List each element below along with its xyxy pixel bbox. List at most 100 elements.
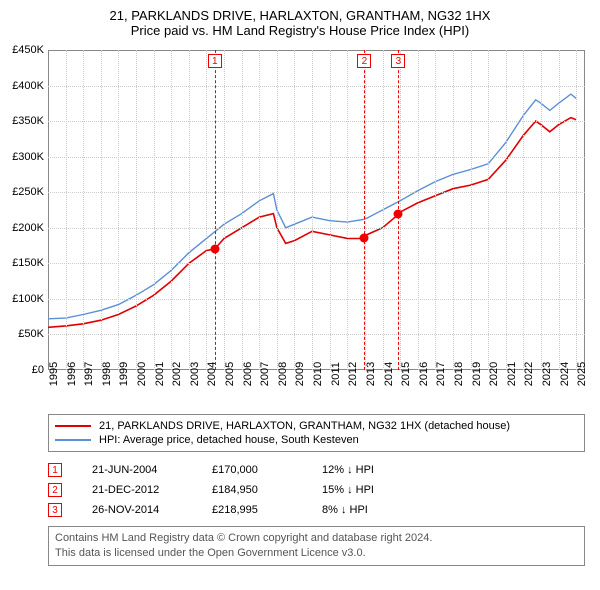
x-axis-label: 2007 — [259, 362, 271, 386]
x-axis-label: 2011 — [330, 362, 342, 386]
gridline-v — [206, 50, 207, 370]
gridline-v — [312, 50, 313, 370]
x-axis-label: 2024 — [559, 362, 571, 386]
gridline-v — [453, 50, 454, 370]
event-line — [364, 50, 365, 370]
title-block: 21, PARKLANDS DRIVE, HARLAXTON, GRANTHAM… — [0, 0, 600, 42]
gridline-v — [259, 50, 260, 370]
y-axis-label: £200K — [12, 222, 44, 234]
event-date-3: 26-NOV-2014 — [92, 504, 212, 516]
gridline-v — [383, 50, 384, 370]
event-date-1: 21-JUN-2004 — [92, 464, 212, 476]
x-axis-label: 2003 — [189, 362, 201, 386]
gridline-v — [488, 50, 489, 370]
y-axis-label: £150K — [12, 257, 44, 269]
legend-swatch-property — [55, 425, 91, 427]
event-date-2: 21-DEC-2012 — [92, 484, 212, 496]
y-axis-label: £50K — [18, 328, 44, 340]
gridline-v — [523, 50, 524, 370]
y-axis-label: £350K — [12, 115, 44, 127]
event-marker-3: 3 — [48, 503, 62, 517]
x-axis-label: 2016 — [418, 362, 430, 386]
gridline-v — [101, 50, 102, 370]
chart-container: 21, PARKLANDS DRIVE, HARLAXTON, GRANTHAM… — [0, 0, 600, 590]
gridline-v — [136, 50, 137, 370]
footer-line2: This data is licensed under the Open Gov… — [55, 546, 578, 561]
chart-lines-svg — [48, 50, 585, 370]
gridline-v — [294, 50, 295, 370]
gridline-v — [224, 50, 225, 370]
gridline-h — [48, 157, 585, 158]
x-axis-label: 2009 — [294, 362, 306, 386]
event-row-3: 3 26-NOV-2014 £218,995 8% ↓ HPI — [48, 500, 585, 520]
gridline-v — [541, 50, 542, 370]
event-point-dot — [360, 234, 369, 243]
x-axis-label: 1997 — [83, 362, 95, 386]
gridline-h — [48, 299, 585, 300]
event-row-2: 2 21-DEC-2012 £184,950 15% ↓ HPI — [48, 480, 585, 500]
x-axis-label: 2014 — [383, 362, 395, 386]
gridline-v — [435, 50, 436, 370]
y-axis-label: £100K — [12, 293, 44, 305]
footer-line1: Contains HM Land Registry data © Crown c… — [55, 531, 578, 546]
x-axis-label: 2005 — [224, 362, 236, 386]
events-table: 1 21-JUN-2004 £170,000 12% ↓ HPI 2 21-DE… — [48, 460, 585, 520]
gridline-v — [559, 50, 560, 370]
y-axis-label: £250K — [12, 186, 44, 198]
event-line — [215, 50, 216, 370]
x-axis-label: 2017 — [435, 362, 447, 386]
gridline-v — [347, 50, 348, 370]
x-axis-label: 2020 — [488, 362, 500, 386]
gridline-h — [48, 228, 585, 229]
x-axis-label: 2004 — [206, 362, 218, 386]
gridline-h — [48, 192, 585, 193]
legend-box: 21, PARKLANDS DRIVE, HARLAXTON, GRANTHAM… — [48, 414, 585, 452]
gridline-h — [48, 263, 585, 264]
x-axis-label: 2015 — [400, 362, 412, 386]
title-subtitle: Price paid vs. HM Land Registry's House … — [0, 23, 600, 38]
x-axis-label: 2023 — [541, 362, 553, 386]
x-axis-label: 2022 — [523, 362, 535, 386]
y-axis-label: £300K — [12, 151, 44, 163]
event-price-3: £218,995 — [212, 504, 322, 516]
x-axis-label: 2001 — [154, 362, 166, 386]
gridline-h — [48, 86, 585, 87]
x-axis-label: 1999 — [118, 362, 130, 386]
x-axis-label: 2006 — [242, 362, 254, 386]
event-marker-chart: 1 — [208, 54, 222, 68]
x-axis-label: 2018 — [453, 362, 465, 386]
x-axis-label: 1996 — [66, 362, 78, 386]
event-marker-2: 2 — [48, 483, 62, 497]
legend-row-hpi: HPI: Average price, detached house, Sout… — [55, 433, 578, 447]
gridline-v — [171, 50, 172, 370]
x-axis-label: 2000 — [136, 362, 148, 386]
x-axis-label: 1998 — [101, 362, 113, 386]
gridline-v — [418, 50, 419, 370]
event-row-1: 1 21-JUN-2004 £170,000 12% ↓ HPI — [48, 460, 585, 480]
footer-box: Contains HM Land Registry data © Crown c… — [48, 526, 585, 566]
legend-swatch-hpi — [55, 439, 91, 441]
event-point-dot — [210, 245, 219, 254]
x-axis-label: 2021 — [506, 362, 518, 386]
gridline-v — [66, 50, 67, 370]
gridline-v — [118, 50, 119, 370]
gridline-v — [189, 50, 190, 370]
gridline-v — [242, 50, 243, 370]
gridline-v — [506, 50, 507, 370]
event-price-1: £170,000 — [212, 464, 322, 476]
event-point-dot — [394, 210, 403, 219]
legend-row-property: 21, PARKLANDS DRIVE, HARLAXTON, GRANTHAM… — [55, 419, 578, 433]
event-marker-1: 1 — [48, 463, 62, 477]
gridline-h — [48, 334, 585, 335]
legend-label-property: 21, PARKLANDS DRIVE, HARLAXTON, GRANTHAM… — [99, 420, 510, 432]
gridline-v — [83, 50, 84, 370]
x-axis-label: 2019 — [471, 362, 483, 386]
y-axis-label: £0 — [32, 364, 44, 376]
x-axis-label: 2008 — [277, 362, 289, 386]
event-marker-chart: 3 — [391, 54, 405, 68]
x-axis-label: 1995 — [48, 362, 60, 386]
event-price-2: £184,950 — [212, 484, 322, 496]
title-address: 21, PARKLANDS DRIVE, HARLAXTON, GRANTHAM… — [0, 8, 600, 23]
x-axis-label: 2010 — [312, 362, 324, 386]
legend-label-hpi: HPI: Average price, detached house, Sout… — [99, 434, 359, 446]
